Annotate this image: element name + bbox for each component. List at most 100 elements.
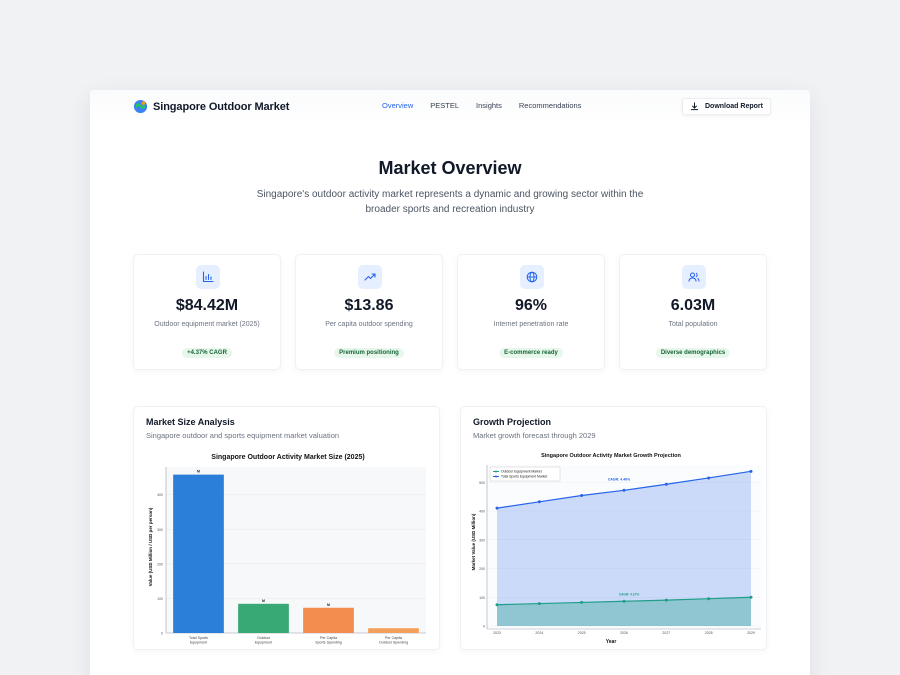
- y-tick-label: 300: [157, 528, 163, 532]
- page-title: Market Overview: [378, 158, 522, 178]
- card-title: Market Size Analysis: [146, 417, 235, 427]
- bar-value-label: M: [262, 599, 265, 603]
- chart-title: Singapore Outdoor Activity Market Size (…: [211, 454, 364, 461]
- data-point: [749, 595, 753, 599]
- bar: [238, 603, 289, 633]
- x-tick-label: 2027: [662, 631, 670, 635]
- y-tick-label: 400: [157, 493, 163, 497]
- legend-box: [489, 466, 561, 482]
- stat-value: $84.42M: [175, 297, 239, 314]
- card-subtitle: Market growth forecast through 2029: [473, 431, 596, 440]
- globe-map-icon: [133, 99, 148, 114]
- annotation: CAGR: 4.46%: [608, 477, 631, 481]
- stat-card-population: 6.03M Total population Diverse demograph…: [619, 254, 767, 370]
- y-axis-label: Market Value (USD Million): [471, 513, 476, 570]
- x-tick-label: 2023: [493, 631, 501, 635]
- nav-pestel[interactable]: PESTEL: [430, 101, 460, 110]
- data-point: [664, 598, 668, 602]
- page-subtitle: Singapore's outdoor activity market repr…: [256, 189, 644, 215]
- y-tick-label: 100: [479, 596, 485, 600]
- download-report-button[interactable]: Download Report: [682, 98, 771, 115]
- series-area: [497, 471, 751, 626]
- growth-projection-card: Growth Projection Market growth forecast…: [460, 406, 767, 650]
- data-point: [664, 482, 668, 486]
- bar-chart-icon: [196, 265, 220, 289]
- bar: [368, 628, 419, 633]
- nav-recommendations[interactable]: Recommendations: [518, 101, 582, 110]
- data-point: [707, 476, 711, 480]
- market-size-bar-chart: Singapore Outdoor Activity Market Size (…: [148, 454, 426, 645]
- x-tick-label: Per Capita: [320, 636, 337, 640]
- market-size-card: Market Size Analysis Singapore outdoor a…: [133, 406, 440, 650]
- stat-badge: E-commerce ready: [499, 348, 563, 358]
- page: Singapore Outdoor Market Overview PESTEL…: [90, 90, 810, 675]
- bar-value-label: M: [197, 470, 200, 474]
- globe-icon: [520, 265, 544, 289]
- card-subtitle: Singapore outdoor and sports equipment m…: [146, 431, 340, 440]
- brand-name: Singapore Outdoor Market: [153, 100, 290, 113]
- stat-card-market: $84.42M Outdoor equipment market (2025) …: [133, 254, 281, 370]
- data-point: [580, 600, 584, 604]
- x-tick-label: 2029: [747, 631, 755, 635]
- x-tick-label: Total Sports: [189, 636, 208, 640]
- data-point: [537, 500, 541, 504]
- nav-overview[interactable]: Overview: [382, 101, 414, 110]
- top-navbar: Singapore Outdoor Market Overview PESTEL…: [90, 90, 810, 124]
- x-tick-label: 2025: [578, 631, 586, 635]
- brand[interactable]: Singapore Outdoor Market: [133, 99, 289, 114]
- x-tick-label: 2028: [705, 631, 713, 635]
- download-report-label: Download Report: [705, 103, 763, 110]
- stat-value: $13.86: [344, 297, 394, 314]
- x-tick-label: Outdoor Spending: [379, 641, 408, 645]
- x-tick-label: Equipment: [190, 641, 207, 645]
- x-axis-label: Year: [606, 639, 617, 645]
- stat-label: Internet penetration rate: [493, 321, 569, 328]
- nav-insights[interactable]: Insights: [476, 101, 502, 110]
- x-tick-label: Outdoor: [257, 636, 271, 640]
- data-point: [495, 506, 499, 510]
- users-icon: [682, 265, 706, 289]
- stat-value: 6.03M: [670, 297, 716, 314]
- x-tick-label: Per Capita: [385, 636, 402, 640]
- data-point: [622, 599, 626, 603]
- bar: [303, 607, 354, 633]
- annotation: CAGR: 4.37%: [619, 592, 640, 596]
- nav-links: Overview PESTEL Insights Recommendations: [382, 101, 598, 110]
- y-tick-label: 200: [157, 562, 163, 566]
- data-point: [749, 469, 753, 473]
- stat-value: 96%: [514, 297, 548, 314]
- stat-label: Total population: [668, 321, 718, 328]
- data-point: [537, 602, 541, 606]
- legend-label: Total Sports Equipment Market: [501, 475, 547, 479]
- data-point: [622, 488, 626, 492]
- y-axis-label: Value (USD Million / USD per person): [148, 507, 153, 586]
- y-tick-label: 0: [161, 632, 163, 636]
- card-title: Growth Projection: [473, 417, 552, 427]
- growth-area-chart: Singapore Outdoor Activity Market Growth…: [471, 453, 761, 645]
- legend-marker: [495, 475, 497, 478]
- stat-card-internet: 96% Internet penetration rate E-commerce…: [457, 254, 605, 370]
- bar: [173, 474, 224, 633]
- stat-badge: Premium positioning: [334, 348, 404, 358]
- series-area: [497, 597, 751, 626]
- trending-up-icon: [358, 265, 382, 289]
- x-tick-label: Equipment: [255, 641, 272, 645]
- data-point: [580, 493, 584, 497]
- x-tick-label: Sports Spending: [315, 641, 342, 645]
- stat-label: Outdoor equipment market (2025): [154, 321, 260, 328]
- x-tick-label: 2024: [535, 631, 543, 635]
- stat-card-spending: $13.86 Per capita outdoor spending Premi…: [295, 254, 443, 370]
- stat-label: Per capita outdoor spending: [325, 321, 413, 328]
- y-tick-label: 0: [483, 625, 485, 629]
- stat-badge: Diverse demographics: [655, 348, 731, 358]
- y-tick-label: 500: [479, 481, 485, 485]
- stat-badge: +4.37% CAGR: [182, 348, 232, 358]
- bar-value-label: M: [327, 603, 330, 607]
- legend-label: Outdoor Equipment Market: [501, 470, 542, 474]
- y-tick-label: 200: [479, 567, 485, 571]
- download-icon: [690, 102, 699, 111]
- y-tick-label: 300: [479, 538, 485, 542]
- x-tick-label: 2026: [620, 631, 628, 635]
- data-point: [707, 597, 711, 601]
